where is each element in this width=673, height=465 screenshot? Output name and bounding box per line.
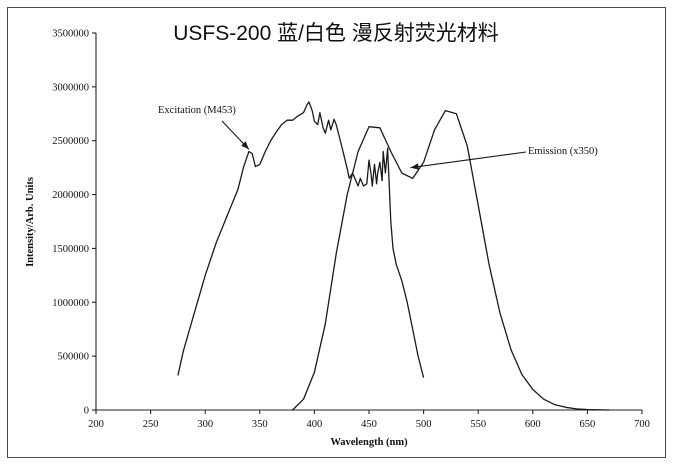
- y-tick-label: 2500000: [52, 136, 89, 147]
- x-tick-label: 450: [361, 419, 377, 430]
- y-tick-label: 500000: [58, 352, 90, 363]
- x-tick-label: 400: [307, 419, 323, 430]
- y-tick-label: 3000000: [52, 82, 89, 93]
- x-tick-label: 500: [416, 419, 432, 430]
- x-tick-label: 200: [88, 419, 104, 430]
- y-axis-title: Intensity/Arb. Units: [25, 177, 36, 267]
- chart-title: USFS-200 蓝/白色 漫反射荧光材料: [173, 22, 499, 45]
- emission-annotation: Emission (x350): [528, 146, 598, 157]
- chart-frame: [7, 7, 666, 458]
- emission-series-line: [292, 109, 610, 411]
- annotation-arrows: [221, 120, 527, 170]
- x-tick-label: 700: [634, 419, 650, 430]
- emission-arrowhead: [410, 163, 419, 170]
- excitation-annotation: Excitation (M453): [158, 105, 236, 116]
- y-ticks: 0 500000 1000000 1500000 2000000 2500000 30000…: [52, 29, 96, 417]
- series-group: [177, 101, 610, 411]
- x-tick-label: 550: [470, 419, 486, 430]
- emission-arrow-line: [410, 151, 527, 169]
- y-tick-label: 3500000: [52, 29, 89, 40]
- x-tick-label: 250: [143, 419, 159, 430]
- axes: [95, 33, 642, 411]
- annotations: Excitation (M453) Emission (x350): [158, 105, 598, 170]
- x-tick-label: 300: [197, 419, 213, 430]
- x-tick-label: 350: [252, 419, 268, 430]
- x-tick-label: 600: [525, 419, 541, 430]
- y-tick-label: 1000000: [52, 298, 89, 309]
- excitation-arrowhead: [241, 141, 249, 150]
- x-axis-title: Wavelength (nm): [330, 437, 408, 448]
- x-tick-label: 650: [580, 419, 596, 430]
- excitation-series-line: [177, 101, 425, 378]
- y-tick-label: 1500000: [52, 244, 89, 255]
- y-tick-label: 2000000: [52, 190, 89, 201]
- y-tick-label: 0: [84, 406, 89, 417]
- x-ticks: 200 250 300 350 400 450 500 550 600 650 700: [88, 410, 650, 430]
